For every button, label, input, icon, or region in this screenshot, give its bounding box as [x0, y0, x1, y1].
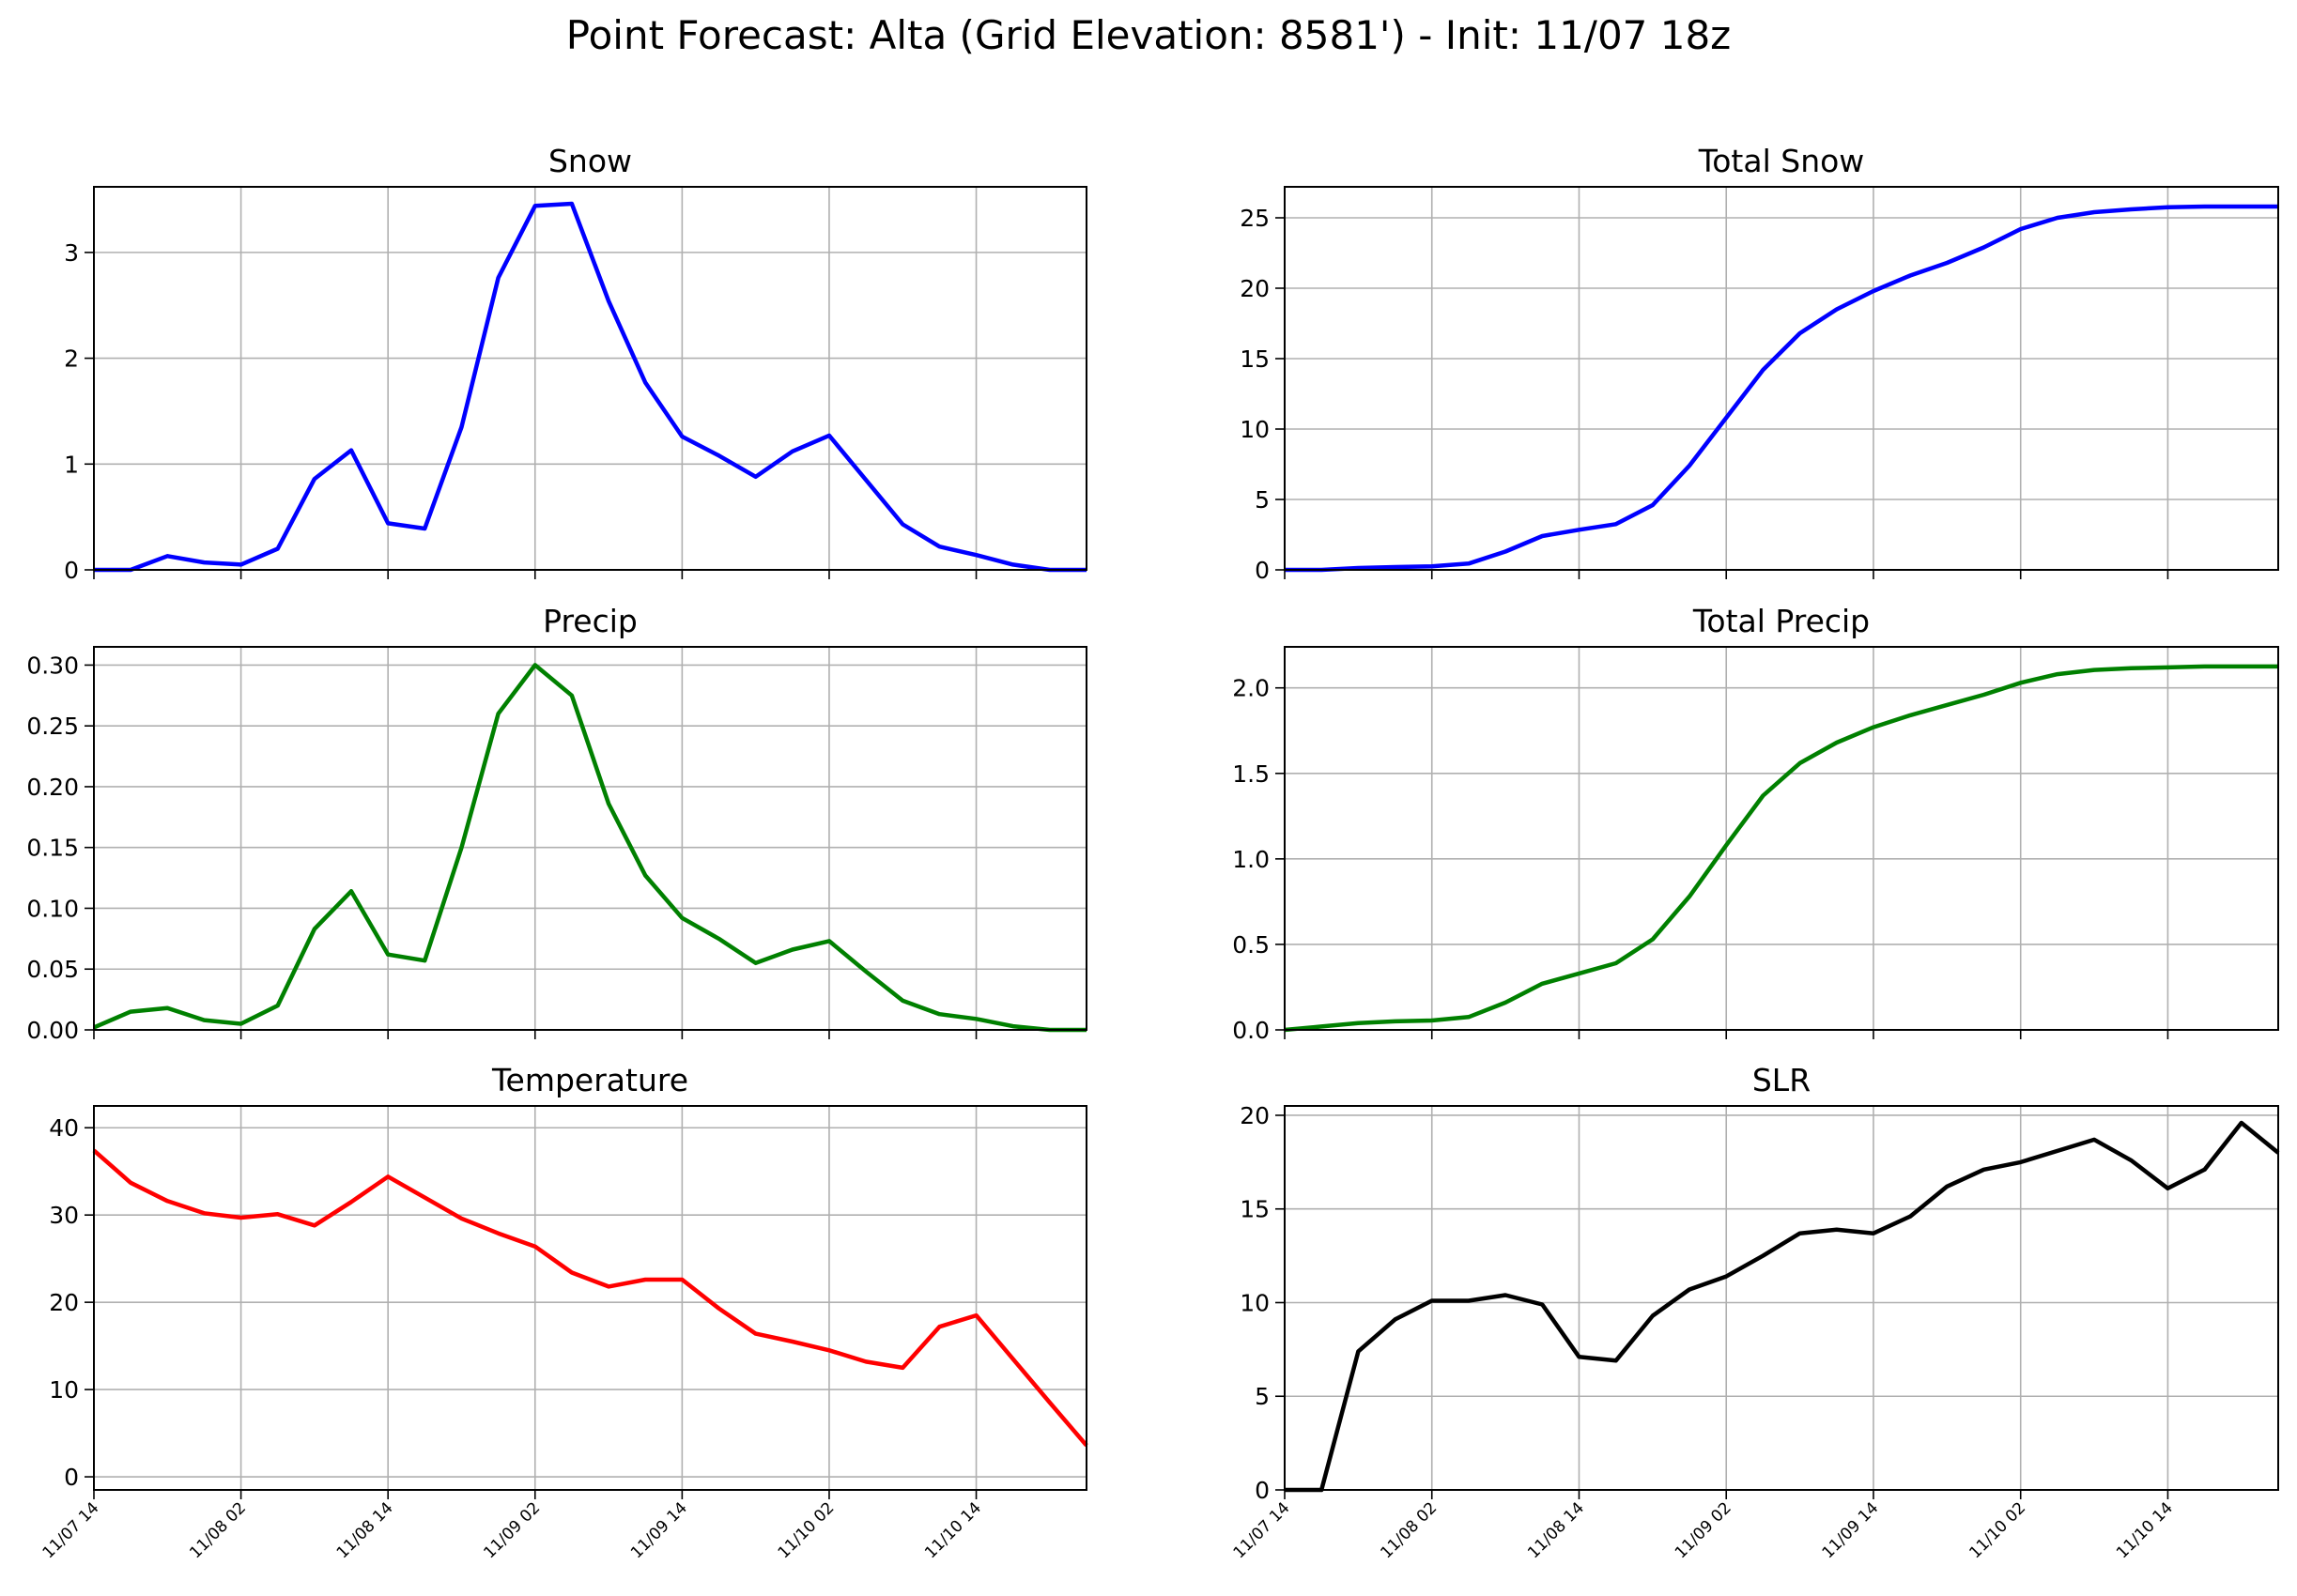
total-snow-y-tick-label: 0 — [1255, 557, 1270, 584]
total-snow-y-tick-label: 15 — [1240, 345, 1270, 373]
precip-y-tick-label: 0.00 — [26, 1017, 79, 1044]
temperature-y-tick-label: 0 — [64, 1464, 79, 1491]
figure-title: Point Forecast: Alta (Grid Elevation: 85… — [566, 12, 1731, 58]
total-precip-series-line — [1284, 664, 2278, 1033]
slr-y-tick-label: 5 — [1255, 1383, 1270, 1410]
temperature-axes-frame — [93, 1105, 1087, 1491]
total-precip-y-tick-label: 2.0 — [1232, 675, 1270, 702]
total-snow-series-line — [1285, 204, 2278, 573]
total-precip-panel: Total Precip 0.0 0.5 1.0 1.5 2.0 — [1232, 603, 2279, 1044]
temperature-series-line — [92, 1148, 1088, 1448]
snow-panel: Snow 0 1 2 3 — [64, 143, 1087, 584]
snow-y-tick-label: 2 — [64, 345, 79, 373]
total-precip-y-tick-label: 0.5 — [1232, 931, 1270, 959]
slr-axes-frame — [1284, 1105, 2279, 1491]
snow-y-tick-label: 3 — [64, 239, 79, 267]
slr-y-tick-label: 20 — [1240, 1102, 1270, 1129]
slr-title: SLR — [1752, 1062, 1811, 1098]
precip-y-tick-label: 0.20 — [26, 774, 79, 801]
total-precip-y-tick-label: 1.0 — [1232, 846, 1270, 873]
precip-y-tick-label: 0.05 — [26, 956, 79, 983]
total-snow-panel: Total Snow 0 5 10 15 20 25 — [1240, 143, 2279, 584]
precip-y-tick-label: 0.15 — [26, 835, 79, 862]
total-snow-axes-frame — [1284, 186, 2279, 571]
temperature-y-tick-label: 20 — [49, 1289, 79, 1316]
slr-y-tick-label: 10 — [1240, 1289, 1270, 1316]
snow-axes-frame — [93, 186, 1087, 571]
snow-series-line — [94, 201, 1087, 573]
total-snow-y-tick-label: 5 — [1255, 486, 1270, 514]
precip-y-tick-label: 0.25 — [26, 713, 79, 740]
total-snow-y-tick-label: 20 — [1240, 275, 1270, 302]
snow-y-tick-label: 1 — [64, 451, 79, 478]
precip-series-line — [93, 663, 1087, 1033]
total-precip-y-tick-label: 0.0 — [1232, 1017, 1270, 1044]
precip-y-tick-label: 0.30 — [26, 652, 79, 679]
total-precip-title: Total Precip — [1692, 603, 1870, 639]
precip-axes-frame — [93, 646, 1087, 1031]
snow-y-tick-label: 0 — [64, 557, 79, 584]
precip-panel: Precip 0.00 0.05 0.10 0.15 0.20 0.25 0.30 — [26, 603, 1087, 1044]
precip-y-tick-label: 0.10 — [26, 895, 79, 922]
total-precip-y-tick-label: 1.5 — [1232, 760, 1270, 788]
temperature-y-tick-label: 10 — [49, 1376, 79, 1404]
slr-series-line — [1285, 1120, 2280, 1493]
temperature-y-tick-label: 40 — [49, 1114, 79, 1142]
slr-y-tick-label: 0 — [1255, 1477, 1270, 1504]
snow-title: Snow — [548, 143, 632, 179]
temperature-y-tick-label: 30 — [49, 1202, 79, 1229]
slr-y-tick-label: 15 — [1240, 1196, 1270, 1223]
total-snow-y-tick-label: 25 — [1240, 205, 1270, 232]
total-precip-axes-frame — [1284, 646, 2279, 1031]
temperature-title: Temperature — [491, 1062, 688, 1098]
total-snow-y-tick-label: 10 — [1240, 416, 1270, 443]
total-snow-title: Total Snow — [1698, 143, 1865, 179]
precip-title: Precip — [543, 603, 638, 639]
